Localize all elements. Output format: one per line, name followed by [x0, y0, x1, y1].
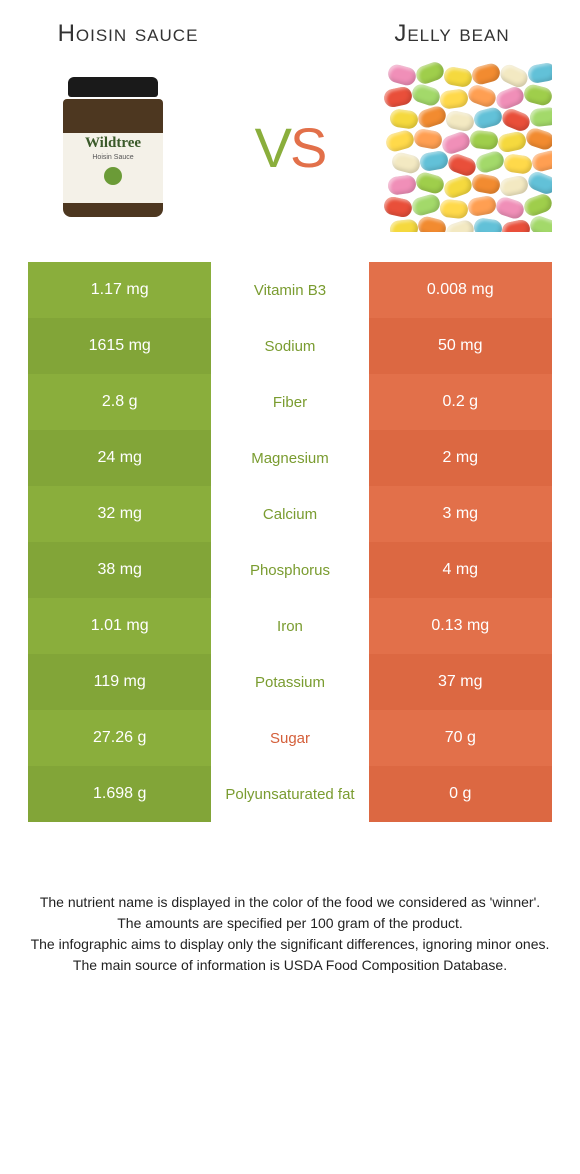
right-value: 3 mg: [369, 486, 552, 542]
left-value: 38 mg: [28, 542, 211, 598]
table-row: 32 mgCalcium3 mg: [28, 486, 552, 542]
jar-icon: Wildtree Hoisin Sauce: [63, 77, 163, 217]
footer-line: The main source of information is USDA F…: [28, 955, 552, 976]
nutrient-label: Vitamin B3: [211, 262, 368, 318]
nutrition-table: 1.17 mgVitamin B30.008 mg1615 mgSodium50…: [28, 262, 552, 822]
left-value: 1.01 mg: [28, 598, 211, 654]
beans-icon: [382, 62, 552, 232]
table-row: 2.8 gFiber0.2 g: [28, 374, 552, 430]
footer-line: The nutrient name is displayed in the co…: [28, 892, 552, 913]
table-row: 38 mgPhosphorus4 mg: [28, 542, 552, 598]
nutrient-label: Phosphorus: [211, 542, 368, 598]
nutrient-label: Magnesium: [211, 430, 368, 486]
jar-sub: Hoisin Sauce: [92, 154, 133, 161]
left-value: 2.8 g: [28, 374, 211, 430]
table-row: 119 mgPotassium37 mg: [28, 654, 552, 710]
right-value: 0.008 mg: [369, 262, 552, 318]
nutrient-label: Fiber: [211, 374, 368, 430]
table-row: 24 mgMagnesium2 mg: [28, 430, 552, 486]
table-row: 1.01 mgIron0.13 mg: [28, 598, 552, 654]
left-value: 1615 mg: [28, 318, 211, 374]
left-value: 1.698 g: [28, 766, 211, 822]
table-row: 1615 mgSodium50 mg: [28, 318, 552, 374]
right-value: 0.13 mg: [369, 598, 552, 654]
right-value: 50 mg: [369, 318, 552, 374]
footer-line: The infographic aims to display only the…: [28, 934, 552, 955]
header: Hoisin sauce Jelly bean: [28, 20, 552, 48]
right-value: 70 g: [369, 710, 552, 766]
footer: The nutrient name is displayed in the co…: [28, 892, 552, 976]
jar-brand: Wildtree: [85, 135, 141, 152]
left-title: Hoisin sauce: [28, 20, 228, 48]
image-row: Wildtree Hoisin Sauce VS: [28, 62, 552, 232]
right-title: Jelly bean: [352, 20, 552, 48]
left-value: 32 mg: [28, 486, 211, 542]
jellybean-image: [382, 62, 552, 232]
right-value: 37 mg: [369, 654, 552, 710]
left-value: 27.26 g: [28, 710, 211, 766]
hoisin-image: Wildtree Hoisin Sauce: [28, 62, 198, 232]
left-value: 24 mg: [28, 430, 211, 486]
nutrient-label: Iron: [211, 598, 368, 654]
nutrient-label: Sugar: [211, 710, 368, 766]
right-value: 4 mg: [369, 542, 552, 598]
right-value: 0 g: [369, 766, 552, 822]
vs-label: VS: [255, 115, 326, 180]
table-row: 1.698 gPolyunsaturated fat0 g: [28, 766, 552, 822]
table-row: 27.26 gSugar70 g: [28, 710, 552, 766]
vs-s: S: [290, 116, 325, 179]
left-value: 1.17 mg: [28, 262, 211, 318]
nutrient-label: Sodium: [211, 318, 368, 374]
right-value: 0.2 g: [369, 374, 552, 430]
right-value: 2 mg: [369, 430, 552, 486]
nutrient-label: Potassium: [211, 654, 368, 710]
vs-v: V: [255, 116, 290, 179]
nutrient-label: Calcium: [211, 486, 368, 542]
nutrient-label: Polyunsaturated fat: [211, 766, 368, 822]
footer-line: The amounts are specified per 100 gram o…: [28, 913, 552, 934]
table-row: 1.17 mgVitamin B30.008 mg: [28, 262, 552, 318]
left-value: 119 mg: [28, 654, 211, 710]
